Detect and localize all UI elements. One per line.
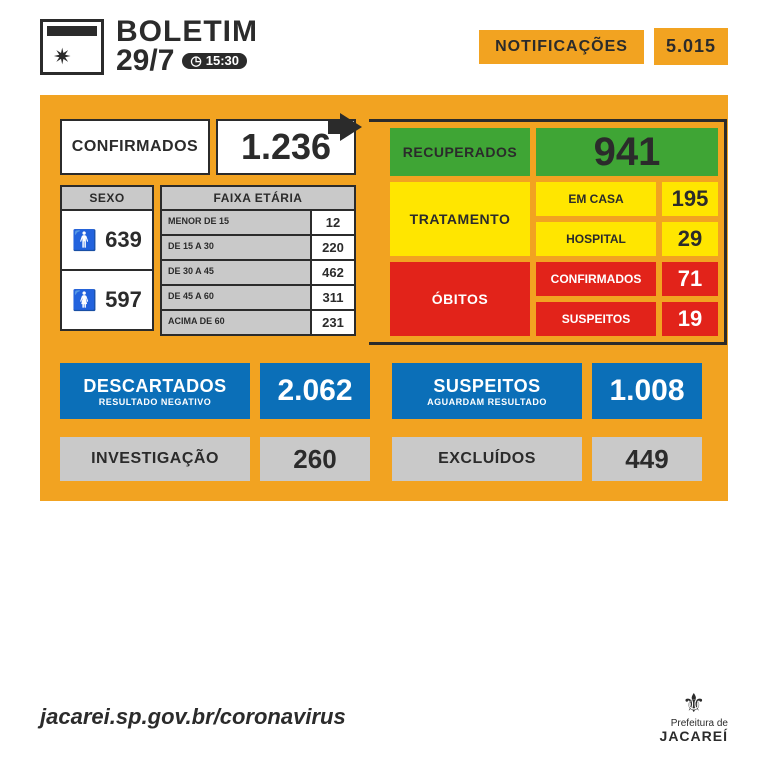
sex-header: SEXO <box>60 185 154 211</box>
confirmed-column: CONFIRMADOS 1.236 SEXO 🚹 639 🚺 597 FA <box>60 119 356 336</box>
title-block: BOLETIM 29/7 15:30 <box>116 18 258 75</box>
age-label: DE 45 A 60 <box>160 286 312 311</box>
treatment-label: TRATAMENTO <box>390 182 530 256</box>
age-value: 231 <box>312 311 356 336</box>
time: 15:30 <box>206 55 239 67</box>
discarded: DESCARTADOS RESULTADO NEGATIVO 2.062 <box>60 363 376 419</box>
notif-label: NOTIFICAÇÕES <box>479 30 644 64</box>
title: BOLETIM <box>116 18 258 47</box>
date-row: 29/7 15:30 <box>116 47 258 76</box>
treatment-home: EM CASA 195 <box>536 182 718 216</box>
age-row-0: MENOR DE 1512 <box>160 211 356 236</box>
age-value: 311 <box>312 286 356 311</box>
treatment-home-label: EM CASA <box>536 182 656 216</box>
confirmed-row: CONFIRMADOS 1.236 <box>60 119 356 175</box>
city-logo: ⚜ Prefeitura de JACAREÍ <box>660 689 728 744</box>
excluded: EXCLUÍDOS 449 <box>392 437 708 481</box>
discarded-label: DESCARTADOS <box>83 376 226 397</box>
deaths-sub: CONFIRMADOS 71 SUSPEITOS 19 <box>536 262 718 336</box>
male-icon: 🚹 <box>72 228 97 253</box>
age-row-4: ACIMA DE 60231 <box>160 311 356 336</box>
age-header: FAIXA ETÁRIA <box>160 185 356 211</box>
treatment-row: TRATAMENTO EM CASA 195 HOSPITAL 29 <box>390 182 718 256</box>
row-discarded-suspects: DESCARTADOS RESULTADO NEGATIVO 2.062 SUS… <box>60 363 708 419</box>
age-label: DE 15 A 30 <box>160 236 312 261</box>
header: BOLETIM 29/7 15:30 NOTIFICAÇÕES 5.015 <box>0 0 768 87</box>
suspects-value: 1.008 <box>592 363 702 419</box>
investigation-value: 260 <box>260 437 370 481</box>
bulletin-icon <box>40 19 104 75</box>
age-label: ACIMA DE 60 <box>160 311 312 336</box>
sex-male: 🚹 639 <box>60 211 154 271</box>
crest-icon: ⚜ <box>660 689 728 718</box>
suspects-sub: AGUARDAM RESULTADO <box>427 397 547 407</box>
male-count: 639 <box>105 227 142 253</box>
age-column: FAIXA ETÁRIA MENOR DE 1512 DE 15 A 30220… <box>160 185 356 336</box>
age-label: DE 30 A 45 <box>160 261 312 286</box>
age-value: 220 <box>312 236 356 261</box>
excluded-value: 449 <box>592 437 702 481</box>
row-confirmed-outcomes: CONFIRMADOS 1.236 SEXO 🚹 639 🚺 597 FA <box>60 119 708 345</box>
arrow-icon <box>340 113 362 141</box>
discarded-value: 2.062 <box>260 363 370 419</box>
time-pill: 15:30 <box>182 53 247 69</box>
footer: jacarei.sp.gov.br/coronavirus ⚜ Prefeitu… <box>40 689 728 744</box>
age-row-1: DE 15 A 30220 <box>160 236 356 261</box>
age-row-2: DE 30 A 45462 <box>160 261 356 286</box>
age-row-3: DE 45 A 60311 <box>160 286 356 311</box>
url: jacarei.sp.gov.br/coronavirus <box>40 704 346 730</box>
female-icon: 🚺 <box>72 288 97 313</box>
recovered-value: 941 <box>536 128 718 176</box>
deaths-susp: SUSPEITOS 19 <box>536 302 718 336</box>
deaths-conf-label: CONFIRMADOS <box>536 262 656 296</box>
excluded-label: EXCLUÍDOS <box>392 437 582 481</box>
treatment-hosp: HOSPITAL 29 <box>536 222 718 256</box>
deaths-susp-value: 19 <box>662 302 718 336</box>
date: 29/7 <box>116 47 174 76</box>
main-panel: CONFIRMADOS 1.236 SEXO 🚹 639 🚺 597 FA <box>40 95 728 501</box>
treatment-hosp-label: HOSPITAL <box>536 222 656 256</box>
demographics: SEXO 🚹 639 🚺 597 FAIXA ETÁRIA MENOR DE 1… <box>60 185 356 336</box>
notif-value: 5.015 <box>654 28 728 65</box>
age-value: 462 <box>312 261 356 286</box>
notifications: NOTIFICAÇÕES 5.015 <box>479 28 728 65</box>
suspects-label-box: SUSPEITOS AGUARDAM RESULTADO <box>392 363 582 419</box>
discarded-label-box: DESCARTADOS RESULTADO NEGATIVO <box>60 363 250 419</box>
treatment-sub: EM CASA 195 HOSPITAL 29 <box>536 182 718 256</box>
deaths-susp-label: SUSPEITOS <box>536 302 656 336</box>
discarded-sub: RESULTADO NEGATIVO <box>99 397 212 407</box>
suspects: SUSPEITOS AGUARDAM RESULTADO 1.008 <box>392 363 708 419</box>
sex-column: SEXO 🚹 639 🚺 597 <box>60 185 154 336</box>
female-count: 597 <box>105 287 142 313</box>
recovered-row: RECUPERADOS 941 <box>390 128 718 176</box>
row-investigation-excluded: INVESTIGAÇÃO 260 EXCLUÍDOS 449 <box>60 437 708 481</box>
suspects-label: SUSPEITOS <box>433 376 540 397</box>
confirmed-label: CONFIRMADOS <box>60 119 210 175</box>
treatment-hosp-value: 29 <box>662 222 718 256</box>
sex-female: 🚺 597 <box>60 271 154 331</box>
city-name: JACAREÍ <box>660 728 728 744</box>
deaths-label: ÓBITOS <box>390 262 530 336</box>
investigation: INVESTIGAÇÃO 260 <box>60 437 376 481</box>
age-value: 12 <box>312 211 356 236</box>
outcomes-column: RECUPERADOS 941 TRATAMENTO EM CASA 195 H… <box>372 119 727 345</box>
recovered-label: RECUPERADOS <box>390 128 530 176</box>
age-label: MENOR DE 15 <box>160 211 312 236</box>
deaths-row: ÓBITOS CONFIRMADOS 71 SUSPEITOS 19 <box>390 262 718 336</box>
investigation-label: INVESTIGAÇÃO <box>60 437 250 481</box>
treatment-home-value: 195 <box>662 182 718 216</box>
deaths-conf: CONFIRMADOS 71 <box>536 262 718 296</box>
deaths-conf-value: 71 <box>662 262 718 296</box>
